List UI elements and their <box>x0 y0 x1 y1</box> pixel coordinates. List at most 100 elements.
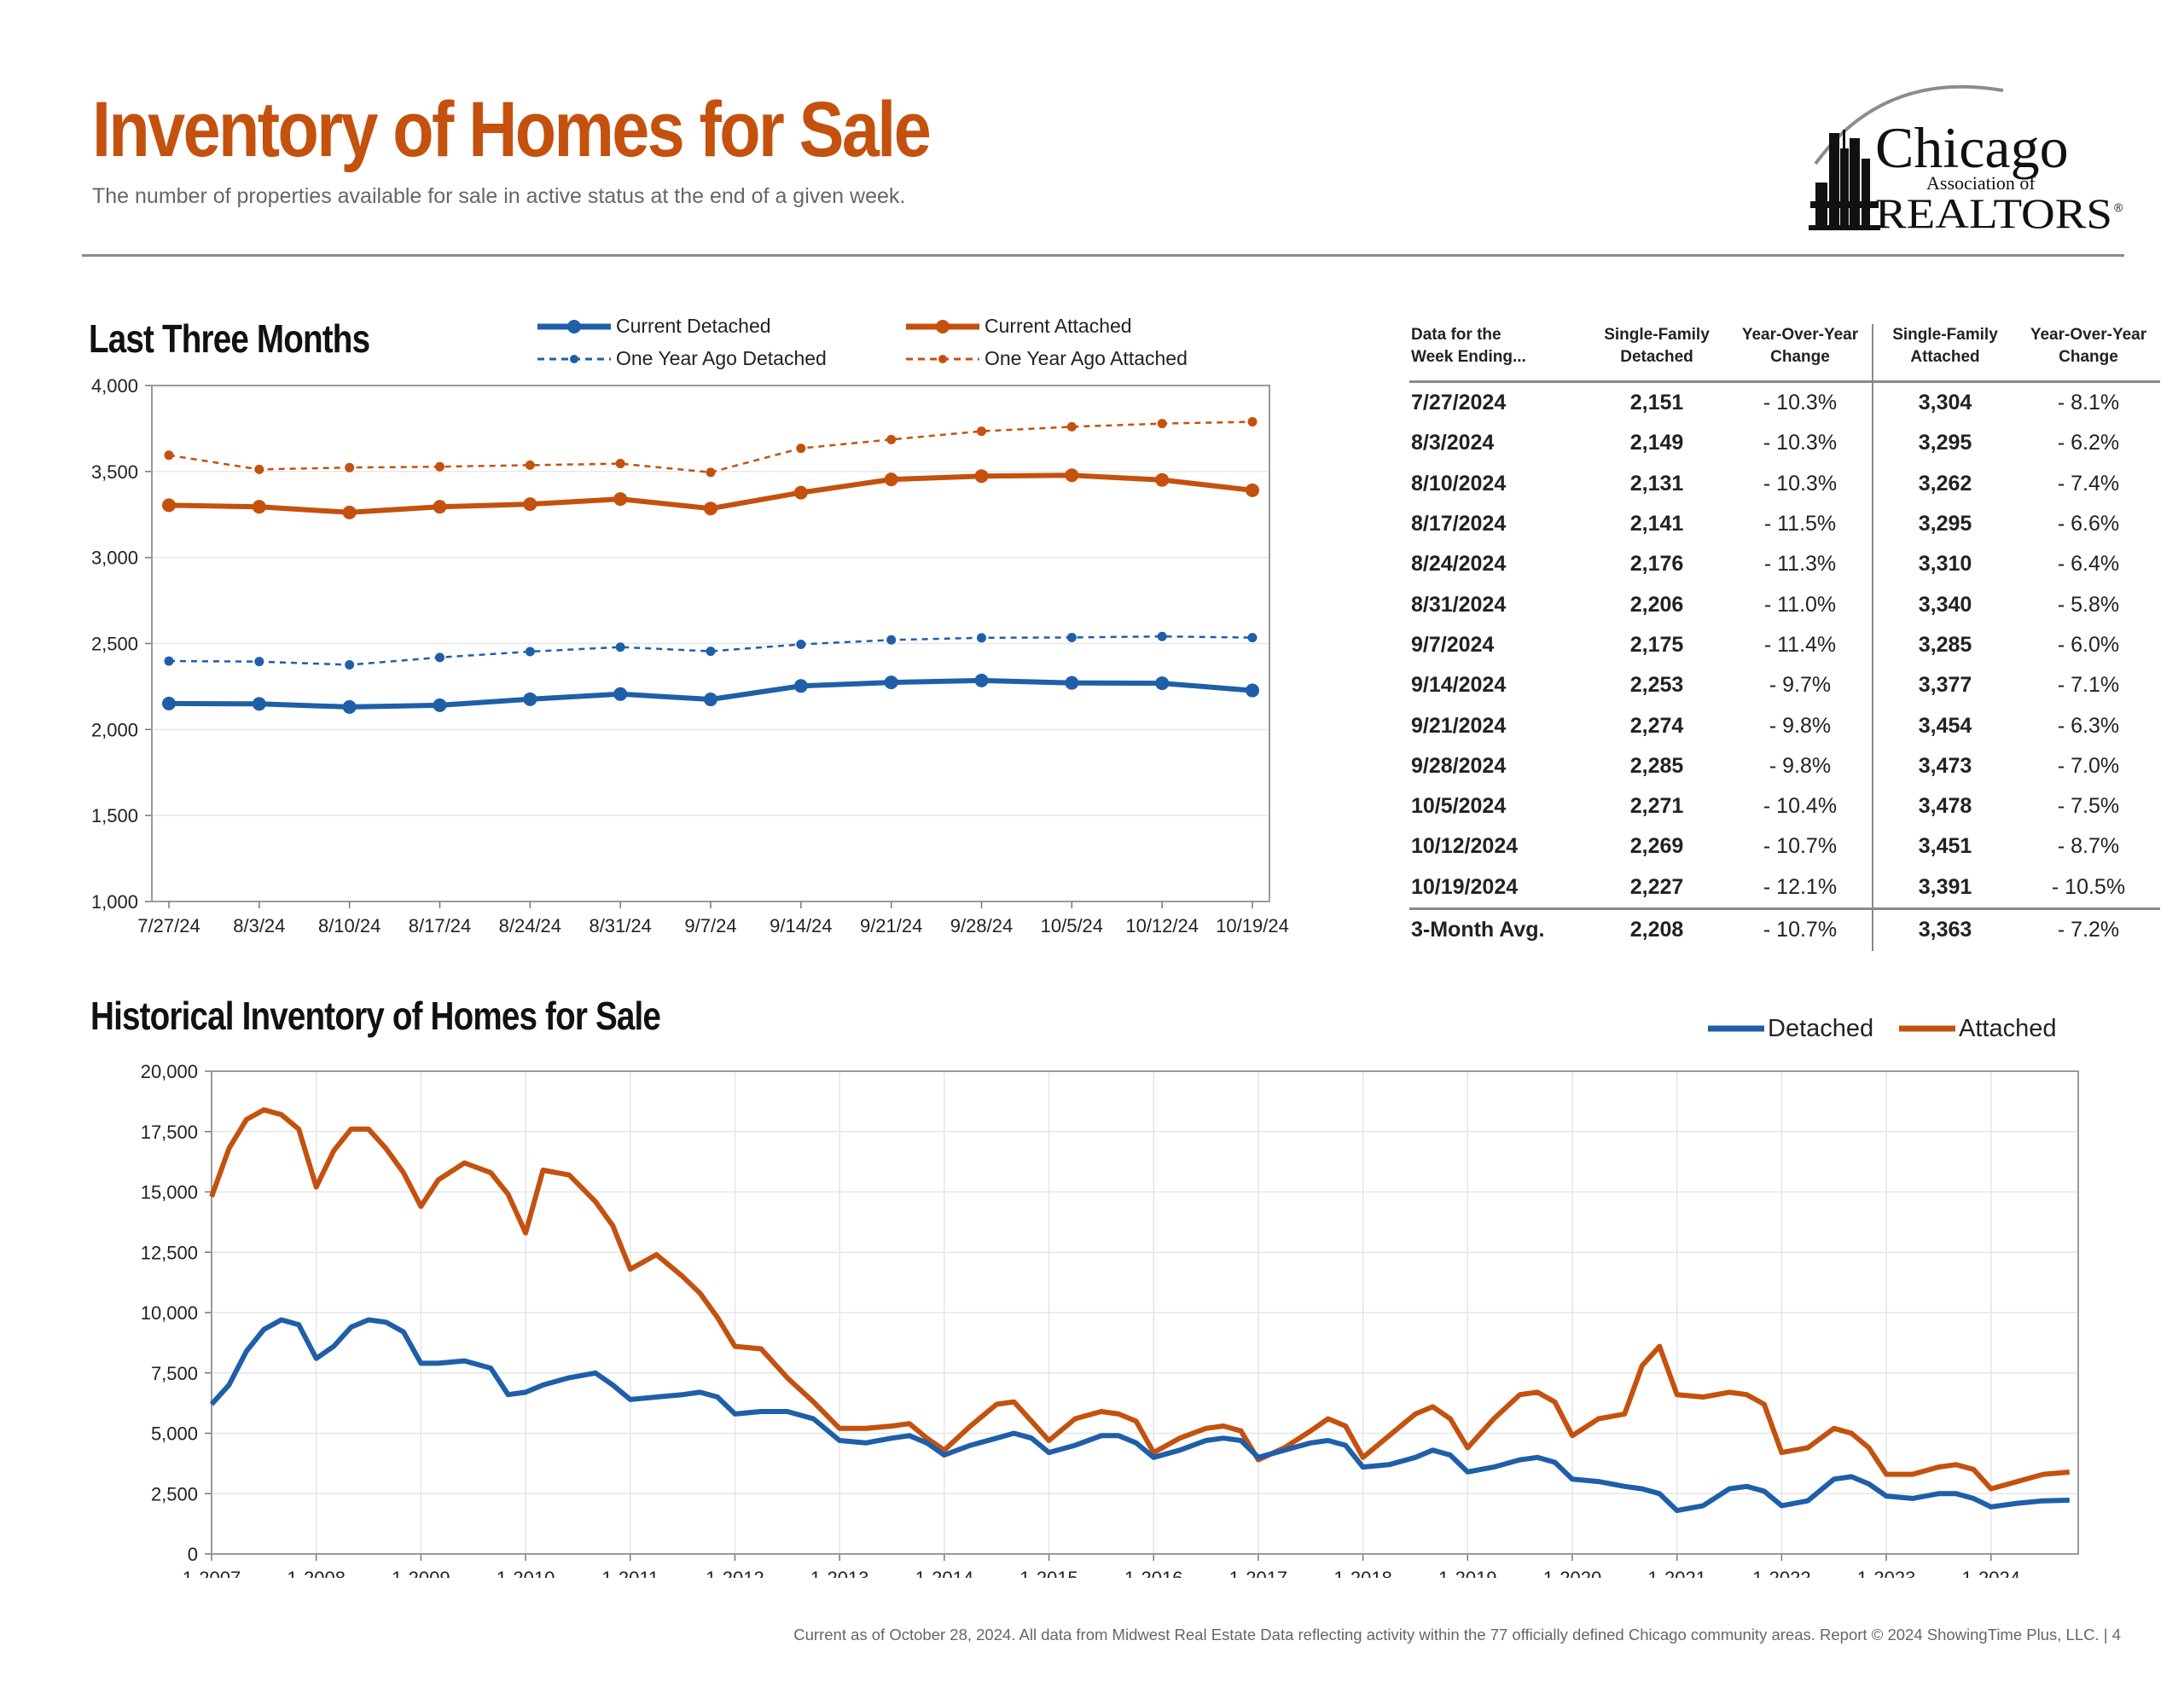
data-point <box>974 673 989 687</box>
data-point <box>345 660 355 670</box>
data-point <box>342 505 357 519</box>
detached-yoy-cell: - 10.7% <box>1763 834 1838 859</box>
table-row: 9/7/2024 2,175 - 11.4% 3,285 - 6.0% <box>1409 624 2160 666</box>
detached-count-cell: 2,175 <box>1629 632 1684 657</box>
legend-label: One Year Ago Attached <box>985 347 1188 369</box>
y-tick-label: 2,500 <box>151 1483 198 1504</box>
data-point <box>706 646 716 657</box>
data-point <box>613 687 628 701</box>
attached-yoy-cell: - 7.5% <box>2057 794 2120 819</box>
attached-yoy-cell: - 7.1% <box>2057 673 2120 698</box>
x-tick-label: 1-2017 <box>1229 1568 1288 1578</box>
week-ending-cell: 8/3/2024 <box>1411 431 1495 455</box>
attached-count-cell: 3,454 <box>1872 705 2017 746</box>
x-tick-label: 10/12/24 <box>1125 915 1199 936</box>
detached-count-cell: 2,274 <box>1629 713 1684 738</box>
x-tick-label: 1-2022 <box>1752 1568 1811 1578</box>
y-tick-label: 3,000 <box>91 548 138 569</box>
attached-yoy-cell: - 6.0% <box>2057 632 2120 657</box>
y-tick-label: 3,500 <box>91 461 138 483</box>
header-text-line: Week Ending... <box>1411 348 1526 366</box>
data-point <box>254 657 264 667</box>
table-row: 8/24/2024 2,176 - 11.3% 3,310 - 6.4% <box>1409 544 2160 585</box>
data-point <box>1155 676 1170 691</box>
attached-count-cell: 3,295 <box>1872 423 2017 464</box>
y-tick-label: 20,000 <box>141 1061 198 1082</box>
attached-yoy-cell: - 8.1% <box>2057 391 2120 415</box>
detached-yoy-cell: - 11.4% <box>1763 632 1837 657</box>
x-tick-label: 1-2011 <box>601 1568 659 1578</box>
detached-count-cell: 2,253 <box>1629 673 1684 698</box>
attached-count-cell: 3,304 <box>1872 381 2017 424</box>
series-line <box>209 1107 2071 1492</box>
attached-count-cell: 3,310 <box>1872 544 2017 585</box>
data-point <box>974 469 989 484</box>
y-tick-label: 12,500 <box>141 1242 198 1263</box>
detached-yoy-cell: - 12.1% <box>1763 874 1838 899</box>
detached-yoy-cell: - 9.8% <box>1769 753 1832 778</box>
attached-count-cell: 3,451 <box>1872 826 2017 867</box>
logo-text-chicago: Chicago <box>1875 115 2069 180</box>
header-week-ending: Data for the Week Ending... <box>1409 324 1585 383</box>
weekly-inventory-table: Data for the Week Ending... Single-Family… <box>1409 324 2160 951</box>
y-tick-label: 10,000 <box>141 1302 198 1324</box>
footer-note: Current as of October 28, 2024. All data… <box>793 1626 2121 1644</box>
data-point <box>525 460 535 470</box>
header-text-line: Detached <box>1620 348 1693 366</box>
attached-yoy-cell: - 7.4% <box>2057 471 2120 496</box>
data-point <box>164 450 174 461</box>
detached-count-cell: 2,151 <box>1629 391 1684 415</box>
week-ending-cell: 10/19/2024 <box>1411 874 1519 899</box>
series-line <box>209 1317 2070 1514</box>
x-tick-label: 8/24/24 <box>499 915 561 936</box>
y-tick-label: 5,000 <box>151 1423 198 1445</box>
x-tick-label: 10/5/24 <box>1041 915 1103 936</box>
legend-label: One Year Ago Detached <box>616 347 827 369</box>
week-ending-cell: 7/27/2024 <box>1411 391 1507 415</box>
attached-count-cell: 3,363 <box>1872 907 2017 951</box>
detached-yoy-cell: - 11.5% <box>1763 512 1837 536</box>
detached-yoy-cell: - 9.8% <box>1769 713 1832 738</box>
header-text-line: Year-Over-Year <box>1741 326 1859 344</box>
detached-yoy-cell: - 10.3% <box>1763 431 1838 455</box>
week-ending-cell: 9/7/2024 <box>1411 632 1495 657</box>
detached-count-cell: 2,269 <box>1629 834 1684 859</box>
header-text-line: Single-Family <box>1604 326 1710 344</box>
data-point <box>793 679 808 693</box>
table-row: 8/17/2024 2,141 - 11.5% 3,295 - 6.6% <box>1409 503 2160 545</box>
data-point <box>615 642 625 652</box>
week-ending-cell: 8/24/2024 <box>1411 552 1507 577</box>
table-row: 10/5/2024 2,271 - 10.4% 3,478 - 7.5% <box>1409 786 2160 827</box>
header-text-line: Year-Over-Year <box>2030 326 2147 344</box>
table-average-row: 3-Month Avg. 2,208- 10.7% 3,363- 7.2% <box>1409 907 2160 951</box>
data-point <box>523 692 537 706</box>
header-text-line: Change <box>1770 348 1830 366</box>
data-point <box>164 656 174 666</box>
detached-count-cell: 2,206 <box>1629 592 1684 617</box>
data-point <box>884 675 898 690</box>
detached-count-cell: 2,131 <box>1629 471 1684 496</box>
data-point <box>1066 421 1077 432</box>
page-title: Inventory of Homes for Sale <box>92 86 932 173</box>
data-point <box>1065 468 1079 483</box>
data-point <box>793 485 808 500</box>
x-tick-label: 1-2010 <box>497 1568 555 1578</box>
x-tick-label: 1-2008 <box>287 1568 346 1578</box>
table-row: 7/27/2024 2,151 - 10.3% 3,304 - 8.1% <box>1409 381 2160 424</box>
data-point <box>977 633 986 643</box>
x-tick-label: 9/21/24 <box>860 915 922 936</box>
attached-count-cell: 3,340 <box>1872 584 2017 625</box>
header-text-line: Data for the <box>1411 326 1502 344</box>
data-point <box>1247 633 1258 643</box>
header-text-line: Change <box>2059 348 2118 366</box>
x-tick-label: 1-2014 <box>915 1568 974 1578</box>
data-point <box>433 698 447 712</box>
data-point <box>1155 472 1170 487</box>
x-tick-label: 8/17/24 <box>409 915 471 936</box>
data-point <box>1246 483 1259 497</box>
y-tick-label: 1,500 <box>91 805 138 826</box>
data-point <box>433 500 447 514</box>
data-point <box>342 699 357 714</box>
attached-count-cell: 3,473 <box>1872 745 2017 786</box>
logo-text-realtors: REALTORS <box>1875 189 2112 237</box>
